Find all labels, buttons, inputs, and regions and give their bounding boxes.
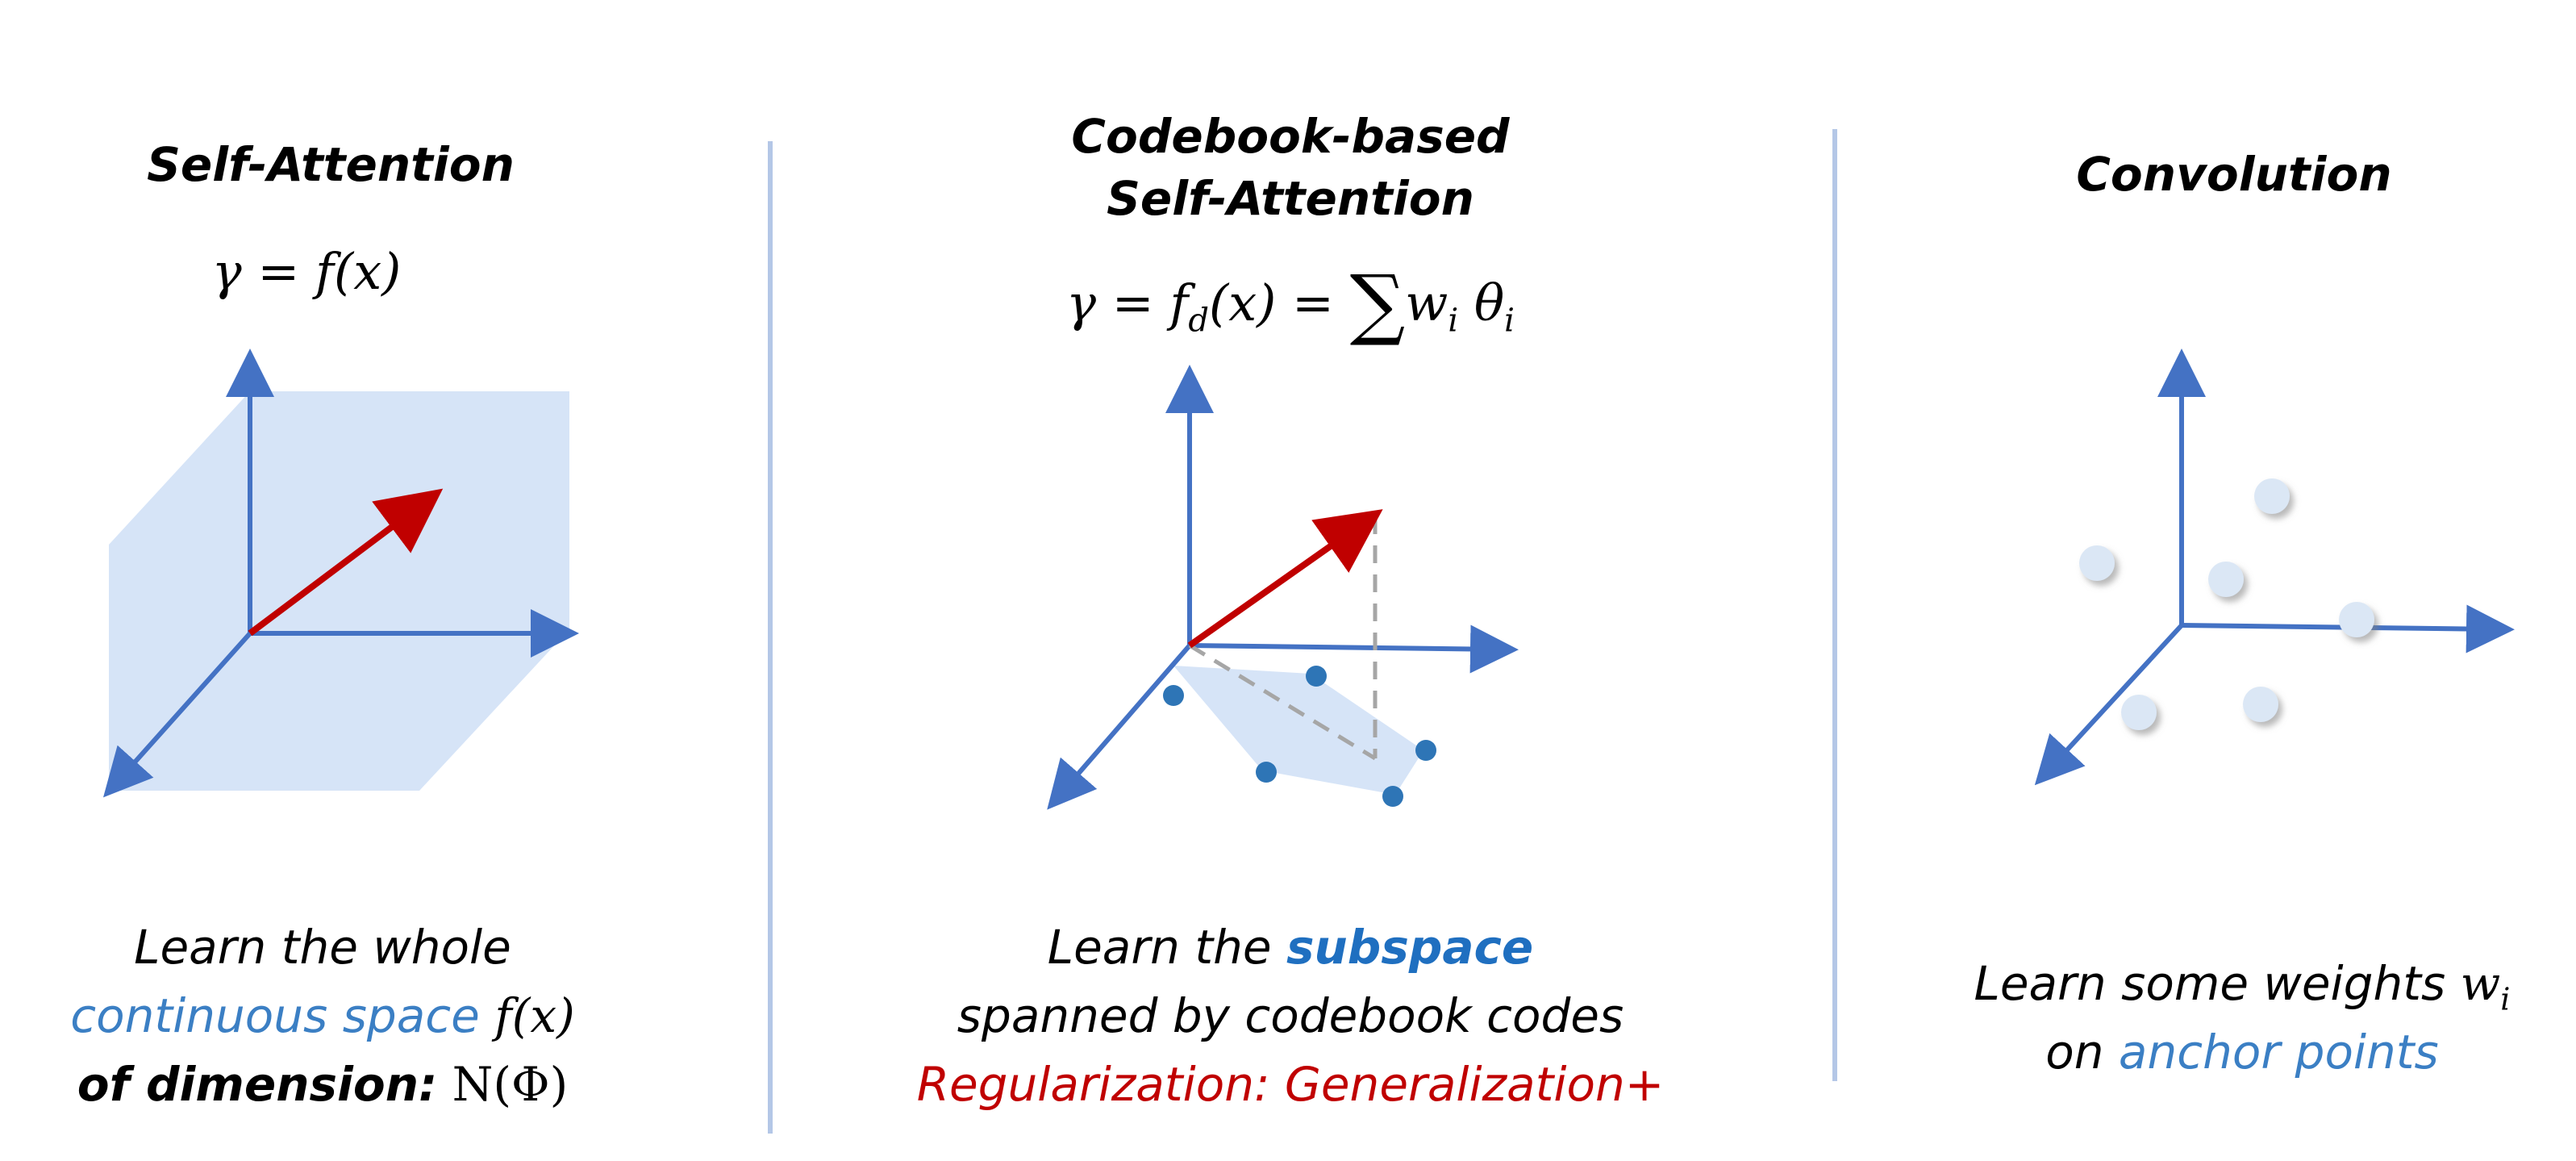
dimension-math: N(Φ) (452, 1057, 569, 1112)
caption-prefix: Learn some weights (1974, 956, 2461, 1011)
anchor-point (2121, 695, 2157, 730)
vector-arrow (1187, 509, 1383, 649)
projection-diagonal (1188, 643, 1377, 761)
self-attention-caption-line3: of dimension: N(Φ) (48, 1057, 597, 1112)
self-attention-caption-line1: Learn the whole (134, 920, 511, 975)
self-attention-caption-line2: continuous space f(x) (24, 988, 621, 1043)
convolution-title: Convolution (2076, 147, 2392, 202)
codebook-dot (1306, 666, 1327, 687)
codebook-title-line1: Codebook-based (1071, 109, 1510, 164)
codebook-dot (1163, 685, 1184, 706)
caption-prefix: on (2045, 1025, 2119, 1080)
function-math: f(x) (494, 988, 575, 1043)
continuous-space-highlight: continuous space (70, 988, 480, 1043)
formula-sub-i: i (1448, 302, 1459, 340)
vector-arrow (248, 488, 444, 637)
anchor-point (2254, 478, 2290, 514)
formula-sub-i2: i (1504, 302, 1515, 340)
self-attention-graphic (102, 349, 579, 798)
weights-sub: i (2500, 981, 2511, 1017)
formula-mid: (x) = (1209, 274, 1334, 332)
convolution-graphic (2034, 349, 2515, 786)
axis-z (1047, 644, 1192, 810)
anchor-point (2208, 562, 2244, 597)
subspace-region (1173, 666, 1423, 795)
codebook-title-line2: Self-Attention (1107, 171, 1474, 226)
formula-lhs: γ = f (1066, 274, 1189, 332)
codebook-dot (1382, 786, 1403, 807)
codebook-dot (1415, 740, 1436, 761)
axis-z (2034, 623, 2184, 786)
self-attention-formula: γ = f(x) (211, 242, 402, 301)
formula-sum: ∑ (1349, 258, 1406, 349)
formula-w: w (1405, 274, 1448, 332)
continuous-space-region (109, 391, 569, 791)
anchor-point (2339, 602, 2374, 637)
convolution-caption-line1: Learn some weights wi (1928, 956, 2557, 1017)
codebook-dot (1256, 762, 1277, 783)
axis-z (102, 631, 252, 798)
codebook-graphic (1047, 365, 1519, 810)
formula-sub-d: d (1188, 302, 1209, 340)
anchor-point (2079, 545, 2115, 581)
subspace-highlight: subspace (1286, 920, 1534, 975)
self-attention-title: Self-Attention (147, 137, 515, 192)
formula-theta: θ (1473, 274, 1505, 332)
caption-prefix: Learn the (1047, 920, 1286, 975)
axis-x (1189, 624, 1519, 674)
codebook-formula: γ = fd(x) = ∑wi θi (1000, 258, 1581, 355)
codebook-caption-line3: Regularization: Generalization+ (916, 1057, 1665, 1112)
convolution-caption-line2: on anchor points (1968, 1025, 2516, 1080)
anchor-point (2243, 687, 2278, 722)
anchor-points-highlight: anchor points (2118, 1025, 2439, 1080)
codebook-caption-line1: Learn the subspace (984, 920, 1597, 975)
dimension-label: of dimension: (77, 1057, 438, 1112)
codebook-caption-line2: spanned by codebook codes (957, 988, 1624, 1043)
weights-math: w (2460, 956, 2501, 1011)
